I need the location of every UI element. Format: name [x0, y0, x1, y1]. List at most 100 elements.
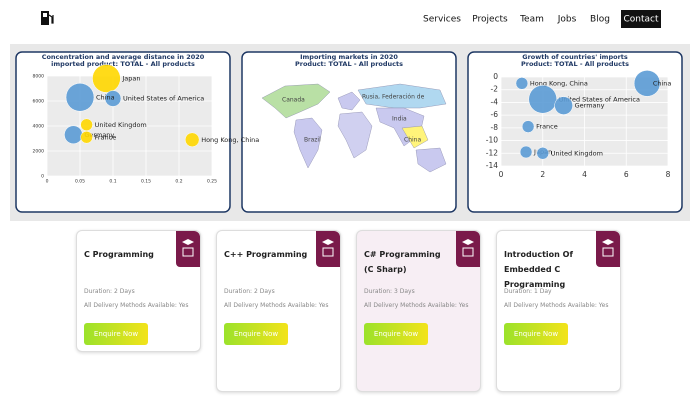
map-subtitle: Product: TOTAL - All products: [295, 60, 403, 68]
value: 1 Day: [534, 288, 552, 295]
bubble: [92, 64, 121, 93]
map-label: Canada: [282, 97, 305, 104]
value: Yes: [458, 302, 469, 309]
x-tick-label: 8: [666, 170, 671, 179]
map-label: Brazil: [304, 137, 321, 144]
x-tick-label: 0: [499, 170, 504, 179]
nav-link[interactable]: Contact: [623, 15, 658, 25]
nav-active-bg: [621, 10, 661, 28]
y-tick-label: -12: [486, 148, 498, 157]
bubble: [104, 90, 122, 107]
course-title: Introduction Of Embedded C Programming: [504, 250, 573, 289]
course-title: C++ Programming: [224, 250, 308, 259]
bubble: [519, 145, 533, 159]
bubble: [528, 85, 557, 114]
bubble: [515, 77, 529, 90]
bubble-label: United States of America: [123, 95, 204, 103]
x-tick-label: 6: [624, 170, 629, 179]
bubble-label: France: [95, 133, 117, 141]
x-tick-label: 2: [540, 170, 545, 179]
bubble: [521, 120, 535, 133]
bubble: [80, 118, 93, 131]
bubble: [184, 132, 200, 147]
bubble-label: China: [653, 79, 672, 87]
nav-link[interactable]: Blog: [590, 15, 610, 25]
value: Yes: [598, 302, 609, 309]
chart-subtitle: Product: TOTAL - All products: [521, 60, 629, 68]
course-card: C Programming Duration: 2 Days All Deliv…: [76, 230, 201, 352]
bubble: [80, 131, 93, 144]
y-tick-label: -8: [491, 123, 499, 132]
course-card: C# Programming (C Sharp) Duration: 3 Day…: [356, 230, 481, 392]
x-tick-label: 0.25: [207, 179, 217, 185]
chart-title: Growth of countries' imports: [522, 53, 628, 61]
map-label: India: [392, 116, 407, 123]
badge: [596, 231, 620, 267]
bubble-label: United Kingdom: [95, 121, 147, 129]
enquire-button[interactable]: Enquire Now: [84, 323, 148, 345]
course-card: C++ Programming Duration: 2 Days All Del…: [216, 230, 341, 392]
y-tick-label: 0: [41, 174, 44, 180]
y-tick-label: 8000: [33, 74, 45, 80]
bubble-label: Germany: [575, 102, 605, 110]
x-tick-label: 0: [46, 179, 49, 185]
course-card: Introduction Of Embedded C Programming D…: [496, 230, 621, 392]
label: Duration:: [364, 288, 393, 295]
y-tick-label: 2000: [33, 149, 45, 155]
bubble-label: United States of America: [559, 95, 640, 103]
x-tick-label: 0.05: [75, 179, 85, 185]
logo[interactable]: [41, 11, 54, 25]
nav-link[interactable]: Team: [519, 15, 544, 25]
y-tick-label: -10: [486, 136, 498, 145]
value: 3 Days: [394, 288, 415, 295]
label: Duration:: [224, 288, 253, 295]
y-tick-label: 0: [493, 72, 498, 81]
map-label: China: [404, 137, 421, 144]
y-tick-label: -6: [491, 110, 499, 119]
bubble: [554, 96, 573, 115]
bubble-label: Japan: [121, 75, 140, 83]
course-title: C# Programming (C Sharp): [364, 250, 441, 274]
badge: [456, 231, 480, 267]
label: All Delivery Methods Available:: [364, 302, 457, 309]
value: 2 Days: [254, 288, 275, 295]
map-title: Importing markets in 2020: [300, 53, 398, 61]
nav-link[interactable]: Jobs: [557, 15, 577, 25]
value: 2 Days: [114, 288, 135, 295]
x-tick-label: 4: [582, 170, 587, 179]
bubble-label: United Kingdom: [551, 149, 603, 157]
map-label: Rusia, Federación de: [362, 94, 425, 101]
label: Duration:: [504, 288, 533, 295]
y-tick-label: 4000: [33, 124, 45, 130]
label: Duration:: [84, 288, 113, 295]
bubble-label: Germany: [84, 131, 114, 139]
y-tick-label: 6000: [33, 99, 45, 105]
bubble: [64, 125, 83, 144]
nav-link[interactable]: Services: [423, 15, 461, 25]
bubble: [633, 70, 661, 97]
badge: [316, 231, 340, 267]
enquire-button[interactable]: Enquire Now: [224, 323, 288, 345]
world-map: [261, 83, 447, 173]
x-tick-label: 0.1: [109, 179, 116, 185]
bubble-label: France: [536, 123, 558, 131]
value: Yes: [318, 302, 329, 309]
badge: [176, 231, 200, 267]
y-tick-label: -14: [486, 161, 498, 170]
enquire-button[interactable]: Enquire Now: [504, 323, 568, 345]
enquire-button[interactable]: Enquire Now: [364, 323, 428, 345]
bubble-label: Hong Kong, China: [530, 79, 588, 87]
nav-link[interactable]: Projects: [472, 15, 508, 25]
x-tick-label: 0.2: [175, 179, 182, 185]
label: All Delivery Methods Available:: [84, 302, 177, 309]
bubble: [536, 147, 549, 160]
x-tick-label: 0.15: [141, 179, 151, 185]
label: All Delivery Methods Available:: [504, 302, 597, 309]
chart-subtitle: imported product: TOTAL - All products: [51, 60, 195, 68]
y-tick-label: -4: [491, 97, 499, 106]
value: Yes: [178, 302, 189, 309]
bubble-label: China: [96, 93, 115, 101]
label: All Delivery Methods Available:: [224, 302, 317, 309]
